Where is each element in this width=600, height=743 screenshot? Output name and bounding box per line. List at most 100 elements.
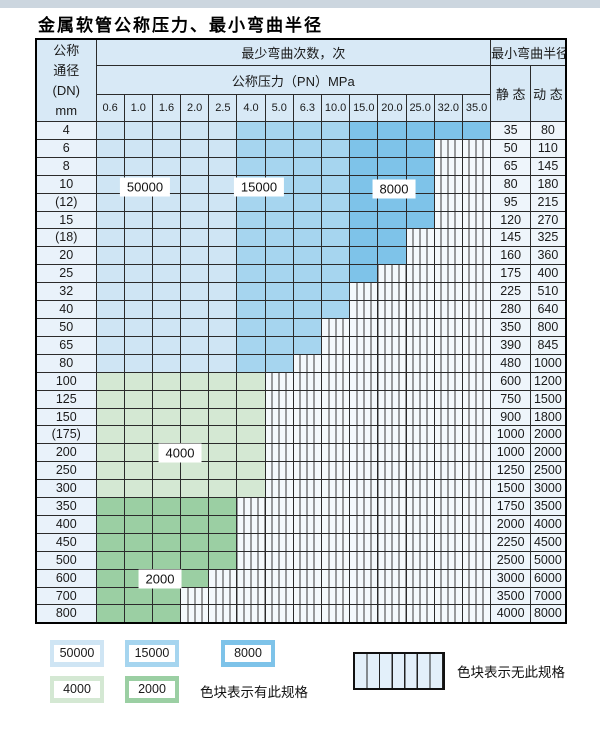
spec-available-cell: [264, 138, 294, 158]
spec-available-cell: [95, 479, 125, 499]
static-radius-cell: 2000: [490, 514, 532, 534]
spec-available-cell: [461, 121, 492, 140]
dn-cell: 800: [35, 604, 97, 624]
dynamic-radius-cell: 640: [530, 300, 567, 319]
spec-unavailable-cell: [405, 282, 435, 302]
table-row: (12) 95 215: [35, 192, 567, 212]
spec-available-cell: [123, 532, 153, 552]
spec-unavailable-cell: [405, 443, 435, 463]
spec-unavailable-cell: [461, 550, 492, 570]
spec-unavailable-cell: [461, 389, 492, 409]
spec-unavailable-cell: [320, 586, 351, 606]
spec-available-cell: [151, 550, 182, 570]
spec-unavailable-cell: [236, 532, 266, 552]
spec-available-cell: [123, 264, 153, 284]
dynamic-radius-cell: 180: [530, 174, 567, 194]
spec-unavailable-cell: [377, 604, 407, 624]
static-radius-cell: 65: [490, 156, 532, 176]
pressure-col-header: 1.0: [123, 94, 153, 122]
spec-available-cell: [320, 174, 351, 194]
dn-cell: 32: [35, 282, 97, 302]
dynamic-radius-cell: 1800: [530, 407, 567, 427]
dynamic-radius-cell: 2500: [530, 461, 567, 481]
spec-unavailable-cell: [433, 335, 463, 355]
pressure-col-header: 32.0: [433, 94, 463, 122]
spec-available-cell: [151, 604, 182, 624]
table-row: 32 225 510: [35, 282, 567, 302]
static-radius-cell: 50: [490, 138, 532, 158]
spec-unavailable-cell: [264, 479, 294, 499]
spec-unavailable-cell: [461, 461, 492, 481]
dn-cell: 40: [35, 300, 97, 319]
dn-cell: 15: [35, 210, 97, 230]
spec-unavailable-cell: [433, 586, 463, 606]
spec-unavailable-cell: [320, 568, 351, 588]
top-band: [0, 0, 600, 8]
spec-unavailable-cell: [433, 353, 463, 373]
spec-unavailable-cell: [433, 514, 463, 534]
spec-unavailable-cell: [433, 532, 463, 552]
spec-available-cell: [123, 300, 153, 319]
static-radius-cell: 600: [490, 371, 532, 391]
spec-unavailable-cell: [433, 389, 463, 409]
static-radius-cell: 120: [490, 210, 532, 230]
spec-available-cell: [123, 246, 153, 266]
static-header: 静 态: [490, 65, 532, 122]
spec-unavailable-cell: [320, 532, 351, 552]
dynamic-radius-cell: 1500: [530, 389, 567, 409]
spec-unavailable-cell: [461, 514, 492, 534]
spec-unavailable-cell: [377, 586, 407, 606]
spec-available-cell: [180, 264, 210, 284]
table-row: 150 900 1800: [35, 407, 567, 427]
spec-available-cell: [180, 192, 210, 212]
spec-available-cell: [180, 568, 210, 588]
spec-available-cell: [208, 532, 238, 552]
spec-available-cell: [180, 514, 210, 534]
spec-unavailable-cell: [264, 550, 294, 570]
table-row: 400 2000 4000: [35, 514, 567, 534]
spec-unavailable-cell: [433, 300, 463, 319]
spec-available-cell: [208, 407, 238, 427]
spec-unavailable-cell: [292, 353, 323, 373]
spec-unavailable-cell: [405, 514, 435, 534]
dn-cell: (18): [35, 228, 97, 248]
spec-available-cell: [95, 210, 125, 230]
spec-available-cell: [95, 246, 125, 266]
spec-available-cell: [95, 156, 125, 176]
spec-available-cell: [208, 228, 238, 248]
dn-cell: 400: [35, 514, 97, 534]
spec-available-cell: [95, 300, 125, 319]
dn-cell: 250: [35, 461, 97, 481]
spec-available-cell: [123, 156, 153, 176]
spec-available-cell: [123, 407, 153, 427]
dn-cell: 50: [35, 317, 97, 337]
table-row: 500 2500 5000: [35, 550, 567, 570]
spec-available-cell: [264, 156, 294, 176]
table-row: 300 1500 3000: [35, 479, 567, 499]
spec-available-cell: [123, 550, 153, 570]
spec-available-cell: [151, 264, 182, 284]
spec-available-cell: [377, 246, 407, 266]
spec-unavailable-cell: [461, 497, 492, 516]
spec-unavailable-cell: [461, 317, 492, 337]
table-row: 200 1000 2000: [35, 443, 567, 463]
spec-unavailable-cell: [292, 532, 323, 552]
spec-unavailable-cell: [292, 407, 323, 427]
spec-unavailable-cell: [377, 550, 407, 570]
spec-unavailable-cell: [377, 407, 407, 427]
spec-available-cell: [292, 174, 323, 194]
spec-available-cell: [151, 300, 182, 319]
spec-available-cell: [151, 228, 182, 248]
spec-unavailable-cell: [461, 443, 492, 463]
dn-cell: 600: [35, 568, 97, 588]
spec-available-cell: [236, 282, 266, 302]
spec-available-cell: [151, 210, 182, 230]
spec-unavailable-cell: [405, 586, 435, 606]
table-row: 100 600 1200: [35, 371, 567, 391]
page-title: 金属软管公称压力、最小弯曲半径: [38, 16, 323, 36]
spec-available-cell: [349, 121, 379, 140]
spec-available-cell: [123, 443, 153, 463]
table-row: 80 480 1000: [35, 353, 567, 373]
spec-available-cell: [95, 497, 125, 516]
